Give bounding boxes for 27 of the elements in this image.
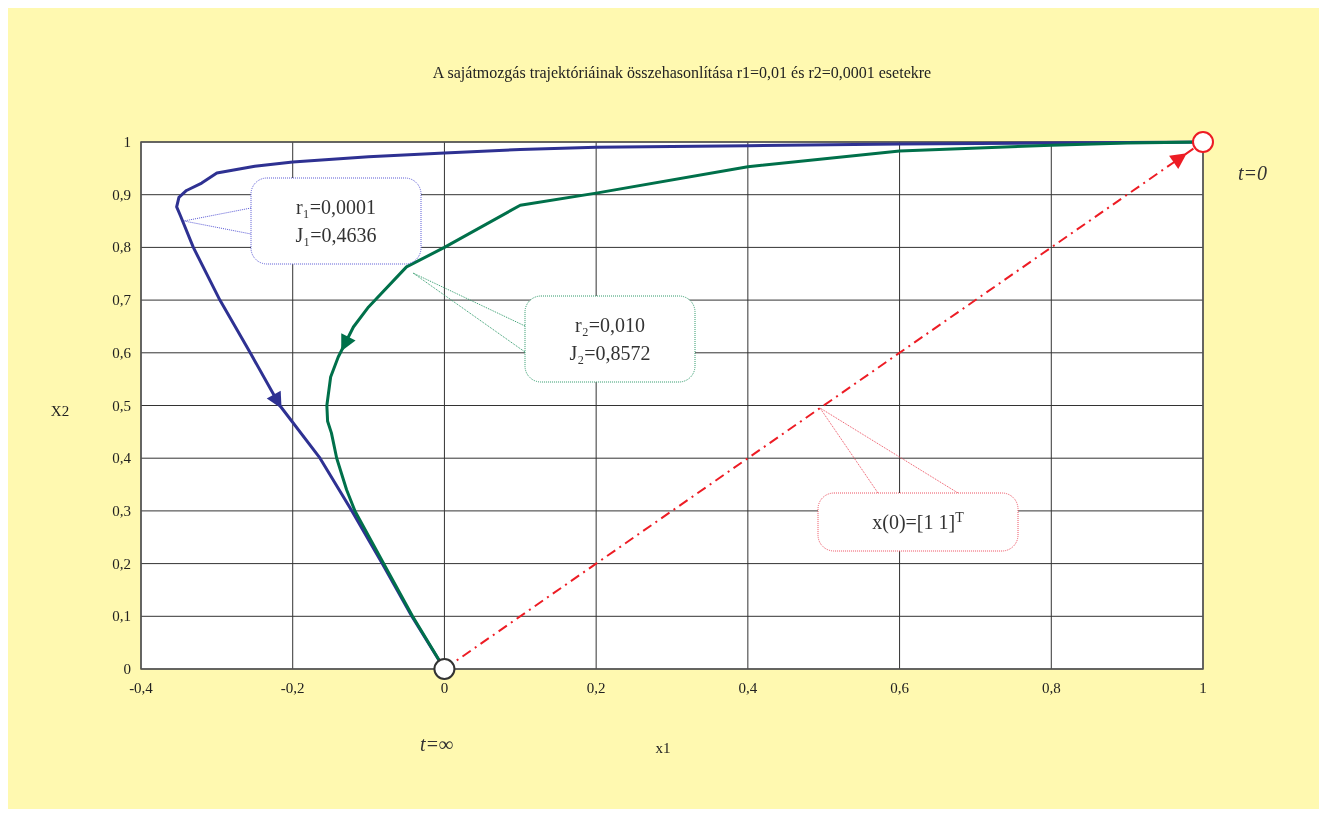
annotation: r₂=0,010 J₂=0,8572: [569, 314, 651, 364]
x-tick-label: 0,2: [586, 680, 606, 696]
y-tick-label: 0,8: [112, 239, 131, 256]
x-tick-label: 1: [1199, 680, 1207, 696]
y-tick-label: 0,4: [112, 450, 132, 467]
x-tick-label: 0,8: [1041, 680, 1061, 696]
y-tick-label: 0,5: [112, 397, 131, 414]
y-tick-label: 0,1: [112, 608, 131, 625]
y-tick-label: 0,2: [112, 555, 131, 572]
y-tick-label: 0,7: [112, 292, 132, 309]
y-tick-label: 0,6: [112, 344, 132, 361]
x-tick-label: -0,2: [280, 680, 305, 696]
x-tick-label: 0,6: [890, 680, 910, 696]
y-axis-title: X2: [50, 403, 70, 419]
annotation: x(0)=[1 1]$^{T}$: [872, 509, 965, 534]
y-tick-label: 0,3: [112, 502, 131, 519]
text: t=0: [1238, 162, 1268, 184]
y-tick-label: 0: [123, 661, 131, 677]
annotation: r₁=0,0001 J₁=0,4636: [295, 196, 377, 246]
x-tick-label: 0,4: [738, 680, 758, 696]
x-axis-title: x1: [655, 740, 671, 756]
y-tick-label: 1: [123, 134, 131, 150]
y-tick-label: 0,9: [112, 186, 131, 203]
text: t=∞: [420, 733, 454, 755]
chart-title: A sajátmozgás trajektóriáinak összehasonlítása r1=0,01 és r2=0,0001 esetekre: [432, 64, 932, 82]
x-tick-label: -0,4: [129, 680, 154, 696]
x-tick-label: 0: [440, 680, 449, 696]
